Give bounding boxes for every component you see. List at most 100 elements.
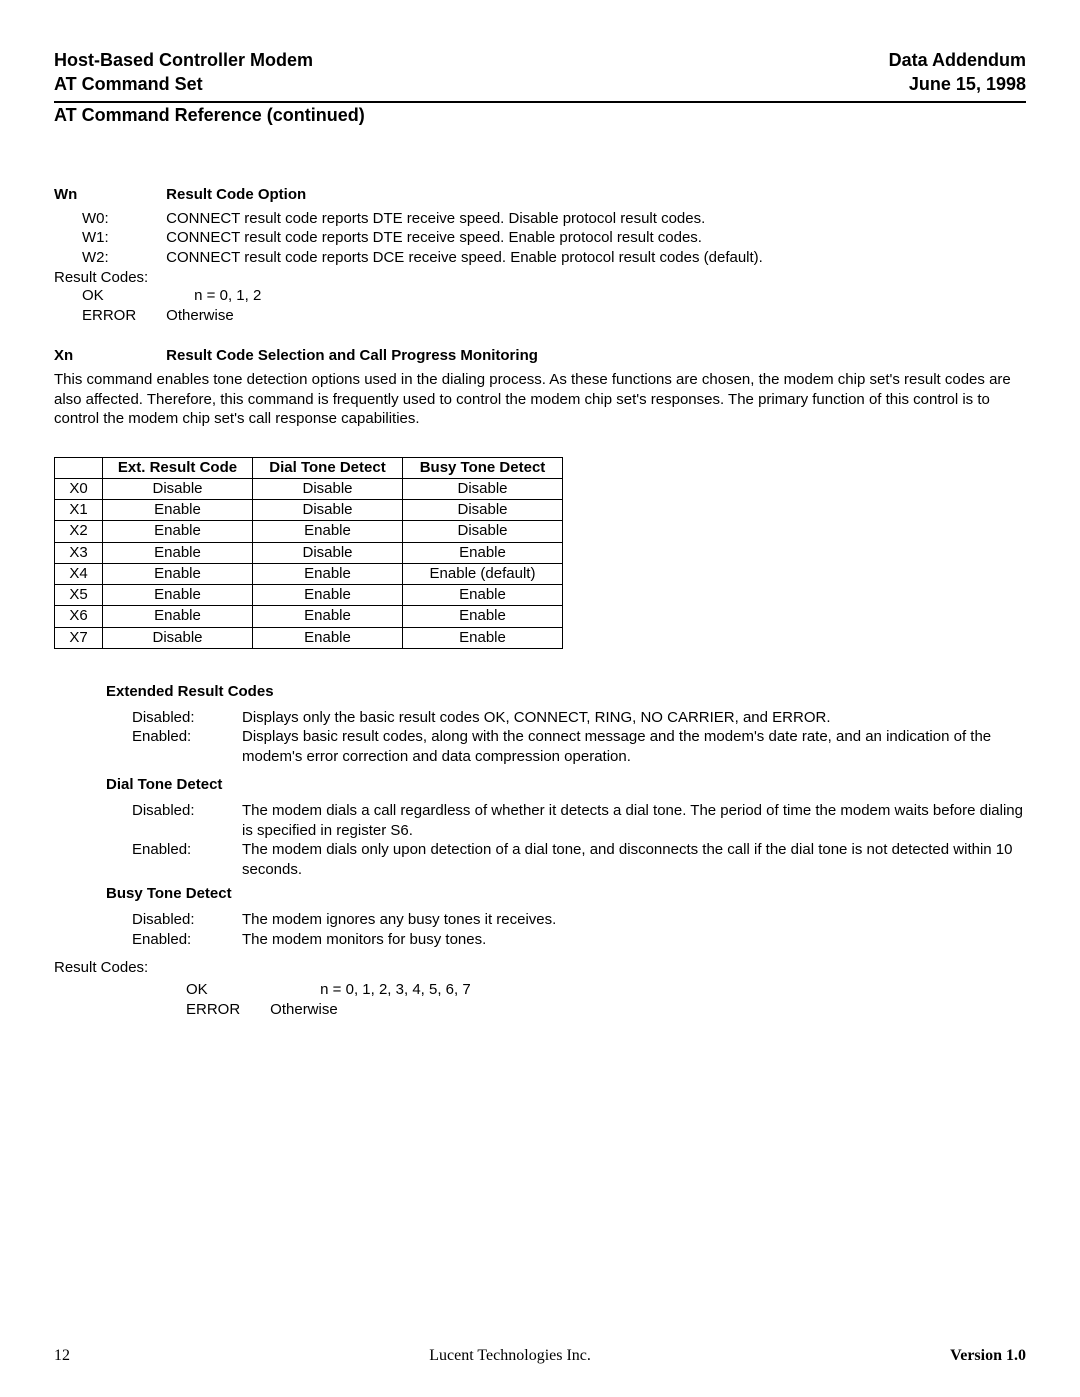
wn-option-1: W1: CONNECT result code reports DTE rece…	[82, 228, 1026, 248]
footer-company: Lucent Technologies Inc.	[429, 1347, 591, 1365]
xn-rc-0-label: OK	[186, 980, 316, 1000]
table-cell: Disable	[103, 627, 253, 648]
header-left-2: AT Command Set	[54, 72, 203, 96]
table-cell: Enable	[103, 521, 253, 542]
xn-cmd-title: Result Code Selection and Call Progress …	[166, 347, 538, 364]
table-cell: Disable	[403, 478, 563, 499]
wn-rc-0-text: n = 0, 1, 2	[194, 287, 261, 304]
xn-rc-1: ERROR Otherwise	[186, 1000, 1026, 1020]
dial-def-0-label: Disabled:	[132, 801, 242, 840]
footer-version: Version 1.0	[950, 1347, 1026, 1365]
ext-def-0-label: Disabled:	[132, 708, 242, 728]
table-cell: Disable	[103, 478, 253, 499]
page-header: Host-Based Controller Modem Data Addendu…	[54, 48, 1026, 97]
ext-def-1-text: Displays basic result codes, along with …	[242, 727, 1026, 766]
wn-rc-1-text: Otherwise	[166, 307, 234, 324]
table-cell: Enable	[103, 542, 253, 563]
busy-tone-heading: Busy Tone Detect	[106, 885, 1026, 902]
xn-result-codes-label: Result Codes:	[54, 959, 1026, 976]
dial-def-1-text: The modem dials only upon detection of a…	[242, 840, 1026, 879]
table-cell: X0	[55, 478, 103, 499]
table-cell: X2	[55, 521, 103, 542]
xn-rc-1-text: Otherwise	[270, 1001, 338, 1018]
xn-cmd-label: Xn	[54, 347, 162, 364]
table-cell: Enable	[253, 627, 403, 648]
xn-table-body: X0DisableDisableDisableX1EnableDisableDi…	[55, 478, 563, 648]
header-left-1: Host-Based Controller Modem	[54, 48, 313, 72]
table-cell: X5	[55, 585, 103, 606]
dial-tone-heading: Dial Tone Detect	[106, 776, 1026, 793]
dial-def-0-text: The modem dials a call regardless of whe…	[242, 801, 1026, 840]
busy-def-1-text: The modem monitors for busy tones.	[242, 930, 1026, 950]
table-cell: X7	[55, 627, 103, 648]
table-cell: Enable	[103, 606, 253, 627]
table-cell: Disable	[253, 500, 403, 521]
header-right-1: Data Addendum	[889, 48, 1026, 72]
ext-def-1: Enabled: Displays basic result codes, al…	[132, 727, 1026, 766]
table-cell: Disable	[403, 500, 563, 521]
wn-option-0: W0: CONNECT result code reports DTE rece…	[82, 209, 1026, 229]
ext-def-0-text: Displays only the basic result codes OK,…	[242, 708, 1026, 728]
dial-def-1: Enabled: The modem dials only upon detec…	[132, 840, 1026, 879]
wn-option-2: W2: CONNECT result code reports DCE rece…	[82, 248, 1026, 268]
table-row: X6EnableEnableEnable	[55, 606, 563, 627]
footer-page-number: 12	[54, 1347, 70, 1365]
table-cell: Enable	[103, 500, 253, 521]
table-cell: Enable (default)	[403, 563, 563, 584]
dial-def-0: Disabled: The modem dials a call regardl…	[132, 801, 1026, 840]
dial-def-1-label: Enabled:	[132, 840, 242, 879]
busy-def-0-text: The modem ignores any busy tones it rece…	[242, 910, 1026, 930]
table-cell: X3	[55, 542, 103, 563]
table-row: X3EnableDisableEnable	[55, 542, 563, 563]
table-row: X7DisableEnableEnable	[55, 627, 563, 648]
table-cell: Enable	[253, 585, 403, 606]
table-cell: Enable	[403, 627, 563, 648]
wn-option-1-label: W1:	[82, 228, 162, 248]
xn-rc-0-text: n = 0, 1, 2, 3, 4, 5, 6, 7	[320, 981, 471, 998]
table-cell: X4	[55, 563, 103, 584]
ext-def-0: Disabled: Displays only the basic result…	[132, 708, 1026, 728]
table-cell: Enable	[403, 542, 563, 563]
table-cell: Disable	[403, 521, 563, 542]
wn-cmd-label: Wn	[54, 186, 162, 203]
busy-def-0: Disabled: The modem ignores any busy ton…	[132, 910, 1026, 930]
wn-option-1-text: CONNECT result code reports DTE receive …	[166, 229, 702, 246]
table-cell: Enable	[253, 521, 403, 542]
table-cell: Enable	[253, 563, 403, 584]
xn-paragraph: This command enables tone detection opti…	[54, 370, 1026, 429]
wn-cmd-title: Result Code Option	[166, 186, 306, 203]
table-cell: Enable	[103, 585, 253, 606]
table-cell: Enable	[403, 585, 563, 606]
xn-th-1: Ext. Result Code	[103, 457, 253, 478]
wn-command-heading: Wn Result Code Option	[54, 186, 1026, 203]
xn-th-0	[55, 457, 103, 478]
wn-rc-1: ERROR Otherwise	[82, 306, 1026, 326]
busy-def-1: Enabled: The modem monitors for busy ton…	[132, 930, 1026, 950]
table-cell: X6	[55, 606, 103, 627]
table-row: X0DisableDisableDisable	[55, 478, 563, 499]
table-cell: Enable	[253, 606, 403, 627]
table-cell: Disable	[253, 478, 403, 499]
wn-option-2-label: W2:	[82, 248, 162, 268]
xn-table-header-row: Ext. Result Code Dial Tone Detect Busy T…	[55, 457, 563, 478]
table-row: X1EnableDisableDisable	[55, 500, 563, 521]
table-cell: Enable	[403, 606, 563, 627]
table-cell: Enable	[103, 563, 253, 584]
wn-option-0-label: W0:	[82, 209, 162, 229]
xn-command-heading: Xn Result Code Selection and Call Progre…	[54, 347, 1026, 364]
xn-table: Ext. Result Code Dial Tone Detect Busy T…	[54, 457, 563, 649]
xn-th-3: Busy Tone Detect	[403, 457, 563, 478]
header-divider	[54, 101, 1026, 103]
xn-rc-0: OK n = 0, 1, 2, 3, 4, 5, 6, 7	[186, 980, 1026, 1000]
busy-def-0-label: Disabled:	[132, 910, 242, 930]
wn-option-2-text: CONNECT result code reports DCE receive …	[166, 249, 763, 266]
ext-def-1-label: Enabled:	[132, 727, 242, 766]
table-row: X5EnableEnableEnable	[55, 585, 563, 606]
table-cell: X1	[55, 500, 103, 521]
wn-rc-0-label: OK	[82, 286, 190, 306]
page-footer: 12 Lucent Technologies Inc. Version 1.0	[54, 1347, 1026, 1365]
table-row: X4EnableEnableEnable (default)	[55, 563, 563, 584]
table-cell: Disable	[253, 542, 403, 563]
wn-rc-1-label: ERROR	[82, 306, 162, 326]
table-row: X2EnableEnableDisable	[55, 521, 563, 542]
